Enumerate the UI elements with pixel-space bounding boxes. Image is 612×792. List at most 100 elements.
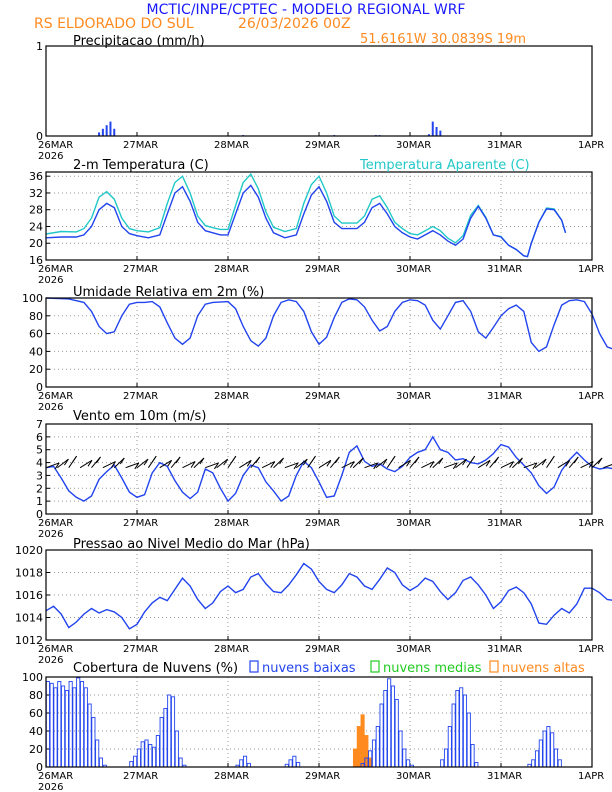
wind-barb-feather — [518, 457, 523, 465]
rh-series-blue — [45, 297, 612, 353]
wind-barb — [284, 462, 299, 469]
rh-xtick-label: 26MAR — [38, 391, 73, 402]
wind-barb — [159, 459, 172, 469]
wind-barb — [318, 459, 332, 469]
temp-xtick-label: 27MAR — [123, 264, 158, 275]
precip-bar — [98, 132, 101, 136]
wind-barb-feather — [72, 455, 77, 463]
wind-xtick-label: 31MAR — [487, 518, 522, 529]
clouds-ytick-label: 80 — [29, 689, 43, 702]
clouds-ytick-label: 20 — [29, 743, 43, 756]
wind-barb-feather — [63, 458, 69, 466]
clouds-ytick-label: 100 — [22, 671, 43, 684]
wind-barb-feather — [167, 460, 173, 467]
clouds-ytick-label: 60 — [29, 707, 43, 720]
clouds-ytick-label: 0 — [36, 761, 43, 774]
temp-series-blue — [45, 184, 567, 258]
precip-xtick-label: 27MAR — [123, 140, 158, 151]
precip-bar — [113, 128, 116, 136]
wind-barb — [580, 461, 594, 469]
precip-bar — [427, 134, 430, 136]
wind-ytick-label: 2 — [36, 482, 43, 495]
precip-xtick-label: 26MAR — [38, 140, 73, 151]
wind-barb — [182, 461, 196, 469]
header-title: MCTIC/INPE/CPTEC - MODELO REGIONAL WRF — [147, 2, 466, 18]
wind-ytick-label: 5 — [36, 444, 43, 457]
precip-bar — [105, 125, 108, 136]
rh-xtick-label: 1APR — [578, 391, 604, 402]
precip-bar — [109, 121, 112, 136]
wind-ytick-label: 3 — [36, 469, 43, 482]
wind-barb — [102, 461, 116, 469]
wind-barb — [443, 462, 458, 469]
rh-ytick-label: 40 — [29, 345, 43, 358]
wind-barb-feather — [119, 457, 125, 465]
wind-barb — [45, 462, 60, 469]
cloud-high-bar — [356, 726, 361, 768]
wind-barb-feather — [462, 458, 467, 466]
temp-xtick-label: 1APR — [578, 264, 604, 275]
rh-ytick-label: 100 — [22, 292, 43, 305]
wind-barb-feather — [255, 456, 261, 464]
pressure-xtick-label: 1APR — [578, 644, 604, 655]
wind-ytick-label: 1 — [36, 495, 43, 508]
wind-barb — [295, 458, 308, 469]
wind-barb-feather — [438, 457, 444, 465]
wind-barb-feather — [293, 462, 299, 470]
wind-ytick-label: 6 — [36, 431, 43, 444]
pressure-xtick-label: 26MAR — [38, 644, 73, 655]
clouds-year-label: 2026 — [38, 782, 63, 792]
header-location: RS ELDORADO DO SUL — [34, 16, 194, 32]
wind-barb-feather — [111, 461, 116, 468]
wind-barb — [557, 459, 571, 469]
wind-barb — [477, 459, 491, 469]
wind-barb-feather — [190, 461, 196, 468]
precip-ytick-label: 1 — [36, 40, 43, 53]
wind-ytick-label: 4 — [36, 457, 43, 470]
wind-barb — [364, 462, 378, 469]
rh-xtick-label: 31MAR — [487, 391, 522, 402]
wind-barb-feather — [494, 456, 500, 464]
temp-frame — [45, 171, 593, 261]
rh-ytick-label: 20 — [29, 363, 43, 376]
wind-barb-feather — [246, 460, 252, 467]
wind-barb-feather — [549, 455, 555, 463]
cloud-high-bar — [364, 735, 369, 768]
wind-barb-feather — [406, 460, 411, 467]
wind-xtick-label: 26MAR — [38, 518, 73, 529]
wind-xtick-label: 28MAR — [214, 518, 249, 529]
legend-low-swatch — [249, 660, 259, 673]
wind-barb-feather — [199, 457, 205, 465]
wind-barb-feather — [302, 458, 308, 466]
wind-barb — [136, 458, 149, 469]
wind-barb-feather — [151, 455, 157, 463]
pressure-series-blue — [45, 562, 612, 630]
wind-barb-feather — [175, 456, 181, 464]
wind-barb — [603, 464, 612, 469]
wind-barb-feather — [541, 458, 547, 466]
wind-barb — [534, 458, 547, 469]
clouds-xtick-label: 28MAR — [214, 771, 249, 782]
wind-barb-feather — [573, 456, 579, 464]
wind-barb — [341, 461, 355, 469]
wind-barb-feather — [485, 460, 491, 467]
legend-high-label: nuvens altas — [502, 661, 585, 676]
precip-xtick-label: 30MAR — [396, 140, 431, 151]
temp-title: 2-m Temperatura (C) — [73, 158, 209, 173]
wind-barb-feather — [382, 458, 388, 466]
pressure-xtick-label: 28MAR — [214, 644, 249, 655]
legend-mid-swatch — [370, 660, 380, 673]
wind-barb — [79, 459, 93, 469]
wind-barb-feather — [349, 461, 355, 468]
temp-xtick-label: 31MAR — [487, 264, 522, 275]
wind-barb — [500, 461, 514, 469]
cloud-high-bar — [352, 748, 358, 768]
pressure-xtick-label: 29MAR — [305, 644, 340, 655]
rh-xtick-label: 29MAR — [305, 391, 340, 402]
precip-year-label: 2026 — [38, 151, 63, 162]
wind-xtick-label: 1APR — [578, 518, 604, 529]
pressure-frame — [45, 549, 593, 641]
precip-title: Precipitacao (mm/h) — [73, 34, 205, 49]
clouds-title: Cobertura de Nuvens (%) — [73, 661, 238, 676]
